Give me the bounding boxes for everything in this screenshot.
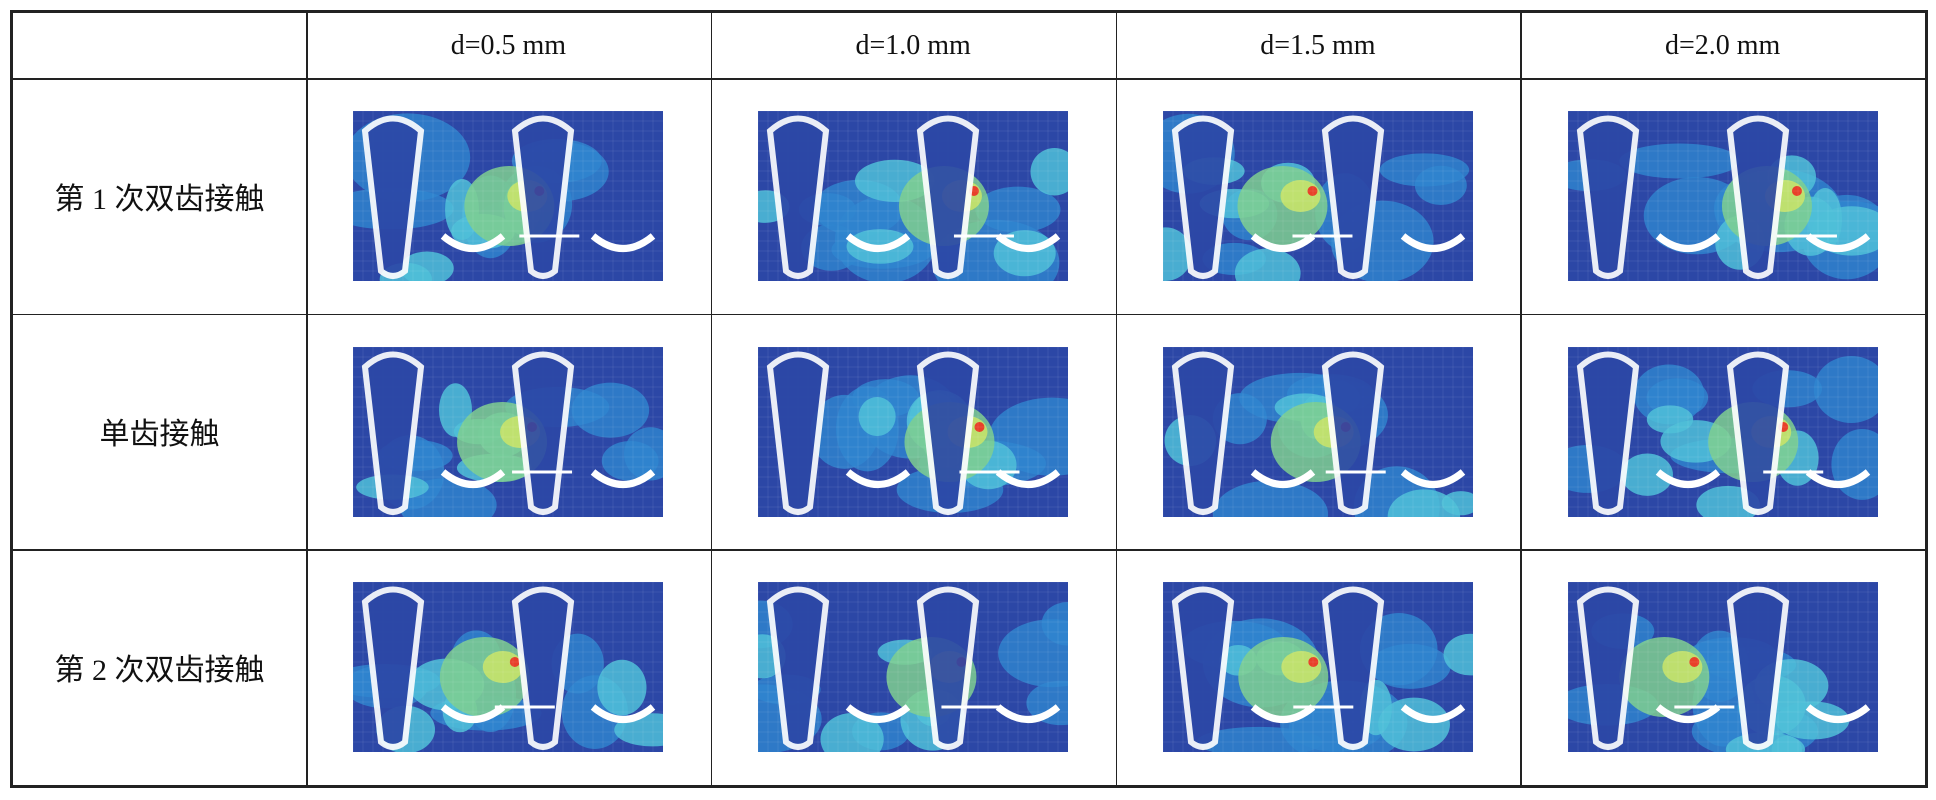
- stress-contour-image: [1567, 110, 1878, 281]
- row-divider: [13, 313, 1925, 316]
- column-header: d=1.5 mm: [1260, 29, 1376, 61]
- stress-contour-image: [758, 346, 1069, 517]
- column-header: d=0.5 mm: [450, 29, 567, 61]
- stress-contour-image: [353, 582, 664, 753]
- stress-contour-image: [353, 110, 664, 281]
- stress-contour-image: [1567, 346, 1878, 517]
- result-table: d=0.5 mm d=1.0 mm d=1.5 mm d=2.0 mm 第 1 次双齿接…: [10, 10, 1928, 788]
- column-header: d=2.0 mm: [1664, 29, 1781, 61]
- column-divider: [710, 13, 713, 785]
- stress-contour-image: [758, 110, 1069, 281]
- row-label: 第 1 次双齿接触: [54, 182, 265, 216]
- stress-contour-image: [353, 346, 664, 517]
- column-header: d=1.0 mm: [855, 29, 971, 61]
- stress-contour-image: [1162, 110, 1473, 281]
- stress-contour-image: [1567, 582, 1878, 753]
- row-divider: [13, 549, 1925, 551]
- column-divider: [1115, 13, 1117, 785]
- row-divider: [13, 78, 1925, 80]
- stress-contour-image: [758, 582, 1069, 753]
- stress-contour-image: [1162, 582, 1473, 753]
- column-divider: [306, 13, 308, 785]
- column-divider: [1520, 13, 1522, 785]
- row-label: 单齿接触: [99, 418, 220, 452]
- row-label: 第 2 次双齿接触: [54, 654, 265, 688]
- stress-contour-image: [1162, 346, 1473, 517]
